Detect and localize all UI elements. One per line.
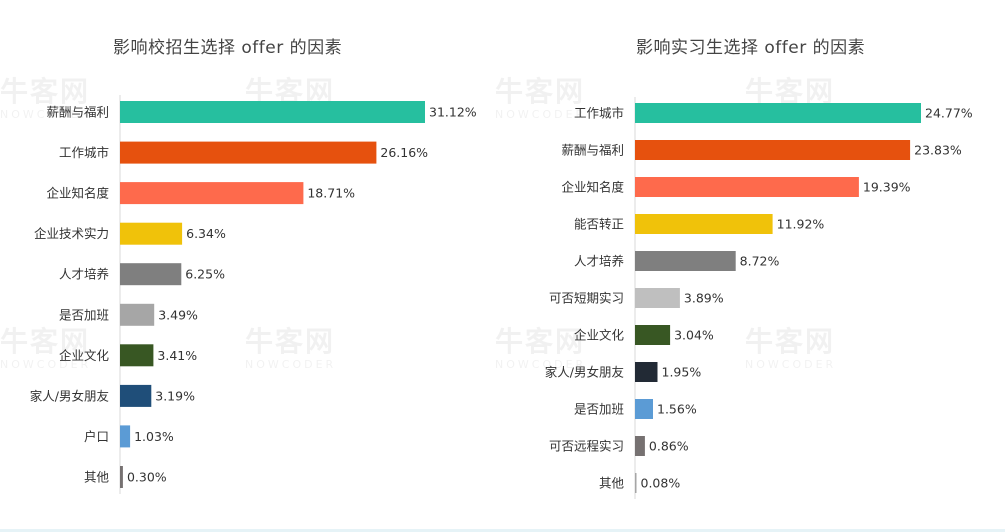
bar: [635, 362, 658, 382]
category-label: 能否转正: [574, 217, 624, 232]
bar: [120, 466, 123, 488]
category-label: 可否远程实习: [549, 439, 624, 454]
bottom-strip: [0, 529, 1005, 532]
bar: [635, 251, 736, 271]
category-label: 企业文化: [574, 328, 625, 343]
bar: [635, 473, 637, 493]
category-label: 工作城市: [574, 106, 624, 121]
category-label: 企业文化: [59, 348, 110, 363]
category-label: 户口: [84, 429, 109, 444]
value-label: 18.71%: [307, 186, 355, 201]
bar-chart-intern: 工作城市 24.77% 薪酬与福利 23.83% 企业知名度 19.39% 能否转正 11.9…: [545, 97, 973, 499]
chart-title-right: 影响实习生选择 offer 的因素: [636, 38, 866, 58]
value-label: 6.25%: [185, 267, 225, 282]
bar: [120, 263, 182, 286]
value-label: 0.30%: [127, 470, 167, 485]
value-label: 0.08%: [641, 476, 681, 491]
bar: [120, 222, 183, 245]
category-label: 企业知名度: [561, 180, 624, 195]
bar: [635, 325, 671, 345]
value-label: 3.19%: [155, 388, 195, 403]
value-label: 3.49%: [158, 307, 198, 322]
bar: [635, 177, 859, 197]
category-label: 企业技术实力: [34, 226, 109, 241]
bar: [120, 141, 377, 164]
category-label: 其他: [84, 470, 110, 485]
value-label: 0.86%: [649, 439, 689, 454]
category-label: 是否加班: [59, 307, 109, 322]
bar: [120, 182, 304, 205]
value-label: 24.77%: [925, 106, 973, 121]
value-label: 26.16%: [380, 145, 428, 160]
category-label: 企业知名度: [46, 186, 109, 201]
chart-title-left: 影响校招生选择 offer 的因素: [113, 38, 343, 58]
category-label: 薪酬与福利: [561, 143, 624, 158]
value-label: 31.12%: [429, 105, 477, 120]
category-label: 可否短期实习: [549, 291, 624, 306]
bar: [120, 425, 131, 448]
bar: [635, 288, 680, 308]
bar: [120, 384, 152, 407]
bar-chart-campus: 薪酬与福利 31.12% 工作城市 26.16% 企业知名度 18.71% 企业技术实力 6.…: [30, 95, 477, 494]
value-label: 3.89%: [684, 291, 724, 306]
category-label: 人才培养: [59, 267, 109, 282]
bar: [635, 399, 653, 419]
bar: [635, 103, 921, 123]
bar: [120, 344, 154, 367]
category-label: 工作城市: [59, 145, 109, 160]
category-label: 其他: [599, 476, 625, 491]
bar: [120, 303, 155, 326]
bar: [635, 214, 773, 234]
bar: [635, 436, 645, 456]
bar: [120, 101, 425, 123]
value-label: 1.95%: [662, 365, 702, 380]
bar: [635, 140, 911, 160]
value-label: 19.39%: [863, 180, 911, 195]
value-label: 3.04%: [674, 328, 714, 343]
category-label: 家人/男女朋友: [30, 388, 109, 403]
value-label: 1.56%: [657, 402, 697, 417]
value-label: 11.92%: [777, 217, 825, 232]
value-label: 3.41%: [157, 348, 197, 363]
category-label: 是否加班: [574, 402, 624, 417]
category-label: 薪酬与福利: [46, 105, 109, 120]
value-label: 1.03%: [134, 429, 174, 444]
value-label: 23.83%: [914, 143, 962, 158]
category-label: 人才培养: [574, 254, 624, 269]
value-label: 6.34%: [186, 226, 226, 241]
category-label: 家人/男女朋友: [545, 365, 624, 380]
value-label: 8.72%: [740, 254, 780, 269]
